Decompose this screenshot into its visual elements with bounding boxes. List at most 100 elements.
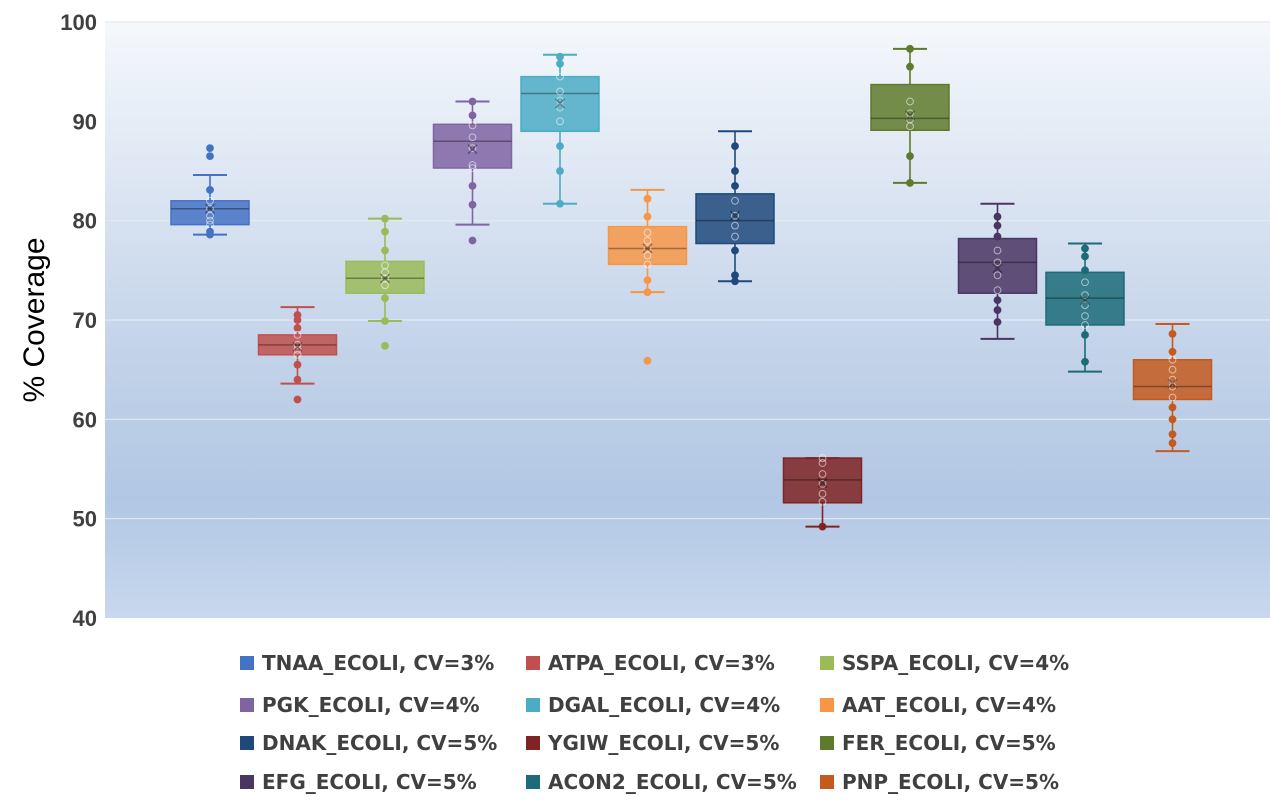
data-point [993,212,1002,221]
box-fer-ecoli [870,44,950,187]
data-point [293,331,302,339]
data-point [1168,382,1177,391]
data-point [381,227,389,236]
data-point [1168,393,1177,402]
data-point [643,356,652,365]
mean-marker [554,98,566,109]
data-point [381,294,389,303]
legend-label: YGIW_ECOLI, CV=5% [547,731,779,755]
legend-label: EFG_ECOLI, CV=5% [262,770,477,794]
data-point [643,212,652,221]
data-point [381,281,389,290]
legend-swatch [240,656,254,670]
data-point [643,260,652,269]
box-tnaa-ecoli [170,144,250,239]
legend-swatch [526,698,540,712]
data-point [1081,252,1089,261]
legend-item: YGIW_ECOLI, CV=5% [526,731,779,755]
data-point [293,395,302,404]
data-point [1168,430,1177,439]
legend-item: SSPA_ECOLI, CV=4% [820,651,1069,675]
y-tick-label: 40 [73,606,97,631]
data-point [206,144,214,153]
legend-label: PGK_ECOLI, CV=4% [262,693,480,717]
data-point [556,52,564,61]
legend-item: EFG_ECOLI, CV=5% [240,770,477,794]
mean-marker [1167,378,1178,389]
data-point [993,318,1002,326]
legend-item: PGK_ECOLI, CV=4% [240,693,480,717]
legend-label: DNAK_ECOLI, CV=5% [262,731,497,755]
data-point [381,246,389,255]
data-point [993,306,1002,314]
data-point [556,117,564,126]
data-point [643,236,652,245]
mean-marker [379,273,391,284]
data-point [643,194,652,203]
data-point [293,345,302,354]
box-series [170,44,1213,531]
data-point [731,246,739,255]
data-point [1168,403,1177,412]
box-sspa-ecoli [345,214,425,350]
data-point [818,522,827,531]
data-point [468,133,477,142]
data-point [206,185,214,194]
legend-item: DNAK_ECOLI, CV=5% [240,731,497,755]
legend-item: FER_ECOLI, CV=5% [820,731,1056,755]
data-point [731,182,739,190]
data-point [818,470,827,478]
y-axis-tick-labels: 40 50 60 70 80 90 100 [60,10,97,631]
mean-marker [817,477,828,488]
y-tick-label: 60 [73,407,97,432]
box-dnak-ecoli [695,130,775,286]
data-point [993,296,1002,305]
data-point [731,196,739,205]
data-point [1081,312,1089,320]
data-point [1081,321,1089,329]
y-tick-label: 50 [73,507,97,532]
data-point [1081,357,1089,366]
legend-item: PNP_ECOLI, CV=5% [820,770,1059,794]
data-point [293,375,302,384]
data-point [993,258,1002,267]
data-point [1168,330,1177,338]
data-point [206,211,214,220]
data-point [818,489,827,498]
data-point [381,317,389,325]
iqr-box [257,334,338,356]
data-point [906,97,914,106]
data-point [556,59,564,68]
box-atpa-ecoli [257,306,338,404]
data-point [1168,365,1177,374]
mean-marker [904,110,916,121]
data-point [1081,266,1089,275]
data-point [643,276,652,285]
legend-label: ACON2_ECOLI, CV=5% [548,770,797,794]
data-point [993,271,1002,280]
data-point [293,340,302,349]
data-point [993,286,1002,295]
box-acon2-ecoli [1045,242,1125,373]
data-point [906,152,914,161]
legend-item: DGAL_ECOLI, CV=4% [526,693,780,717]
mean-marker [1079,295,1091,306]
legend-label: FER_ECOLI, CV=5% [842,731,1056,755]
data-point [468,97,477,106]
legend-label: ATPA_ECOLI, CV=3% [548,651,775,675]
data-point [293,316,302,324]
mean-marker [642,243,653,254]
legend-swatch [526,775,540,789]
data-point [906,62,914,71]
data-point [643,288,652,297]
data-point [1168,355,1177,364]
data-point [1168,439,1177,448]
legend-swatch [820,656,834,670]
legend-swatch [526,736,540,750]
legend-label: AAT_ECOLI, CV=4% [842,693,1056,717]
legend-swatch [526,656,540,670]
data-point [1168,415,1177,424]
iqr-box [870,83,950,132]
y-tick-label: 80 [73,209,97,234]
data-point [731,277,739,286]
